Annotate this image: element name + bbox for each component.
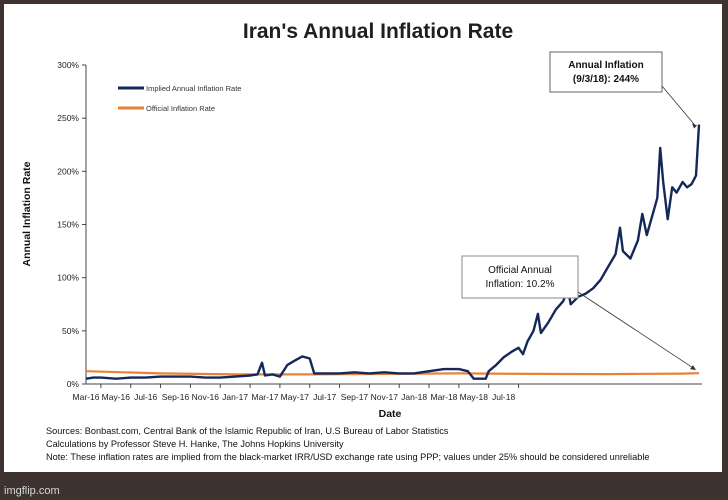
callout-official-arrowhead (690, 365, 697, 371)
chart: Iran's Annual Inflation Rate 0% 50% 100% 15… (21, 20, 702, 420)
x-tick-label: Mar-17 (252, 392, 279, 402)
note-methodology: Note: These inflation rates are implied … (46, 452, 650, 462)
x-tick-label: Mar-16 (73, 392, 100, 402)
x-tick-label: Jul-18 (492, 392, 515, 402)
x-tick-label: Nov-17 (371, 392, 399, 402)
x-tick-label: May-16 (102, 392, 131, 402)
legend-label: Official Inflation Rate (146, 104, 215, 113)
note-sources: Sources: Bonbast.com, Central Bank of th… (46, 426, 449, 436)
y-tick-label: 0% (67, 379, 80, 389)
callout-official-text: Official Annual (488, 265, 552, 276)
y-tick-label: 200% (57, 166, 79, 176)
callout-implied-text: (9/3/18): 244% (573, 74, 639, 85)
callout-implied-arrow (661, 85, 697, 127)
callout-implied-arrowhead (692, 123, 698, 129)
axes: 0%50%100%150%200%250%300%Mar-16 May-16 Jul… (57, 60, 702, 402)
x-tick-label: Sep-17 (341, 392, 369, 402)
callout-implied-box (549, 51, 663, 93)
x-tick-label: Jul-17 (313, 392, 336, 402)
legend-label: Implied Annual Inflation Rate (146, 84, 241, 93)
source-notes: Sources: Bonbast.com, Central Bank of th… (46, 425, 716, 464)
callout-official-text: Inflation: 10.2% (486, 279, 555, 290)
callout-official-arrow (577, 291, 696, 370)
y-tick-label: 100% (57, 273, 79, 283)
series-layer (85, 124, 701, 380)
series-official-inflation-line (85, 370, 700, 376)
callout-implied-text: Annual Inflation (568, 60, 644, 71)
chart-title: Iran's Annual Inflation Rate (243, 20, 513, 43)
x-tick-label: Nov-16 (192, 392, 220, 402)
x-tick-label: Mar-18 (430, 392, 457, 402)
callout-official-box (461, 255, 579, 299)
chart-frame: Iran's Annual Inflation Rate 0% 50% 100% 15… (4, 4, 722, 472)
y-tick-label: 50% (62, 326, 79, 336)
x-tick-label: Sep-16 (162, 392, 190, 402)
legend: Implied Annual Inflation Rate Official In… (118, 84, 241, 113)
x-tick-label: May-17 (281, 392, 310, 402)
x-tick-label: Jan-18 (401, 392, 427, 402)
x-tick-label: Jul-16 (134, 392, 157, 402)
callouts: Annual Inflation (9/3/18): 244% Official A… (461, 51, 698, 371)
watermark: imgflip.com (4, 485, 60, 497)
y-axis-title: Annual Inflation Rate (21, 161, 33, 266)
x-axis-title: Date (379, 408, 402, 420)
y-tick-label: 150% (57, 220, 79, 230)
note-calculations: Calculations by Professor Steve H. Hanke… (46, 439, 344, 449)
x-tick-label: Jan-17 (222, 392, 248, 402)
y-tick-label: 300% (57, 60, 79, 70)
x-tick-label: May-18 (460, 392, 489, 402)
series-implied-inflation-line (85, 124, 701, 380)
y-tick-label: 250% (57, 113, 79, 123)
